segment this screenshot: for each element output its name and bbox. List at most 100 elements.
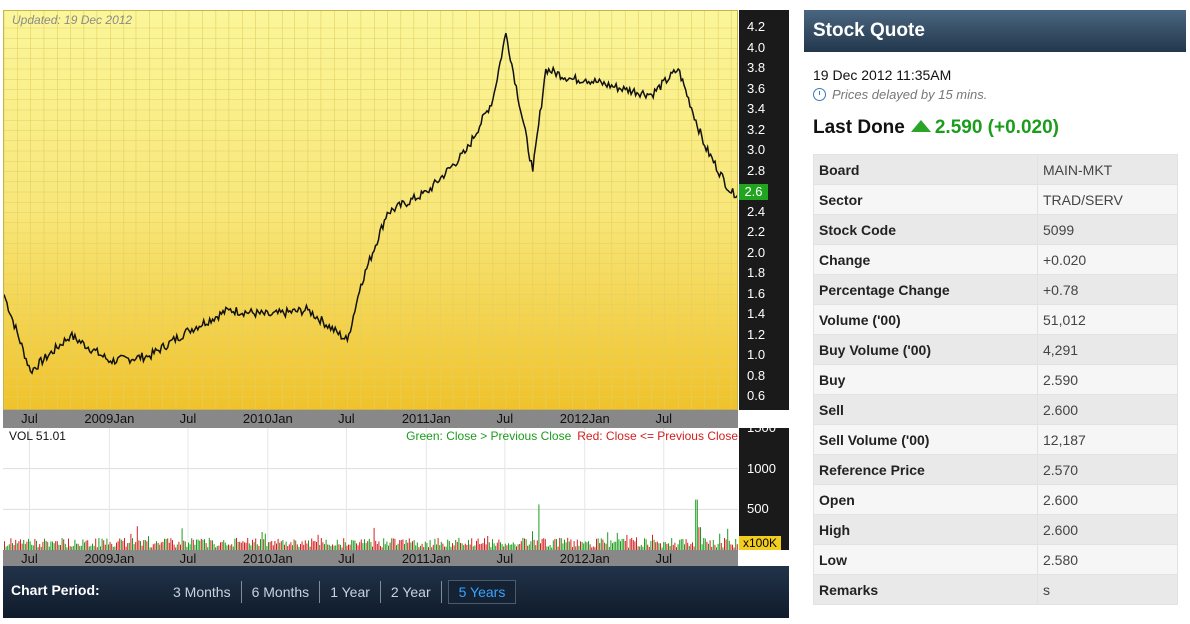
volume-bar (375, 540, 377, 550)
volume-bar (13, 545, 15, 550)
period-1-year-button[interactable]: 1 Year (320, 581, 381, 603)
volume-bar (648, 547, 650, 550)
volume-bar (714, 544, 716, 550)
date-label: 2012Jan (559, 411, 610, 426)
period-2-year-button[interactable]: 2 Year (381, 581, 442, 603)
price-tick-label: 3.4 (747, 101, 766, 116)
volume-bar (357, 545, 359, 550)
volume-bar (103, 540, 105, 550)
volume-bar (261, 532, 263, 550)
volume-bar (712, 540, 714, 550)
period-6-months-button[interactable]: 6 Months (242, 581, 321, 603)
volume-bar (452, 543, 453, 550)
price-series-line (4, 32, 737, 375)
volume-bar (554, 538, 556, 550)
volume-bar (642, 546, 644, 550)
date-label: 2011Jan (401, 551, 451, 566)
volume-bar (490, 547, 492, 550)
volume-bar (23, 539, 25, 550)
volume-bar (87, 540, 89, 550)
row-label: Stock Code (813, 214, 1038, 245)
volume-bar (205, 543, 207, 550)
price-tick-label: 4.2 (747, 19, 766, 34)
volume-bar (591, 547, 593, 550)
volume-bar (200, 538, 202, 550)
volume-bar (109, 542, 111, 550)
volume-bar (221, 541, 223, 550)
volume-bar (688, 546, 690, 550)
volume-bar (368, 538, 370, 550)
volume-bar (212, 540, 213, 550)
volume-bar (194, 544, 196, 550)
volume-bar (146, 541, 148, 550)
volume-bar (690, 544, 692, 550)
volume-bar (181, 528, 183, 550)
volume-bar (720, 543, 722, 550)
volume-bar (204, 539, 205, 550)
volume-bar (111, 543, 113, 550)
volume-bar (253, 542, 255, 550)
volume-bar (645, 539, 647, 550)
volume-bar (525, 539, 527, 550)
volume-bar (692, 542, 693, 550)
period-5-years-button[interactable]: 5 Years (447, 580, 517, 604)
volume-bar (492, 539, 493, 550)
volume-bar (144, 540, 146, 550)
period-3-months-button[interactable]: 3 Months (163, 581, 242, 603)
volume-bar (447, 539, 449, 550)
volume-bar (708, 543, 709, 550)
price-tick-label: 4.0 (747, 39, 766, 55)
volume-bar (532, 531, 533, 550)
row-label: Volume ('00) (813, 304, 1038, 335)
volume-bar (506, 545, 508, 550)
volume-bar (218, 545, 220, 550)
volume-bar (95, 538, 97, 550)
volume-axis: 1500 1000 500 x100K (739, 420, 789, 550)
row-label: Remarks (813, 574, 1038, 605)
volume-bar (432, 544, 434, 550)
volume-bar (360, 539, 362, 550)
volume-bar (652, 534, 653, 550)
volume-bar (325, 539, 327, 550)
volume-bar (730, 544, 732, 550)
volume-bar (415, 545, 417, 550)
volume-bar (100, 546, 101, 550)
volume-bar (695, 499, 697, 550)
volume-bar (658, 543, 660, 550)
volume-bar (418, 547, 420, 550)
volume-bar (568, 541, 570, 550)
volume-bar (143, 540, 145, 550)
volume-bar (551, 547, 553, 550)
chart-period-bar: Chart Period: 3 Months 6 Months 1 Year 2… (3, 566, 789, 618)
volume-bar (285, 541, 287, 550)
volume-bar (279, 542, 281, 550)
volume-bar (628, 547, 629, 550)
date-label: Jul (496, 551, 514, 566)
volume-bar (255, 538, 257, 550)
date-label: 2012Jan (559, 551, 610, 566)
volume-bar (301, 541, 303, 550)
volume-bar (535, 545, 537, 550)
volume-bar (608, 547, 610, 550)
volume-bar (229, 545, 231, 550)
volume-bar (407, 542, 409, 550)
volume-bar (320, 538, 322, 550)
volume-bar (216, 545, 218, 550)
volume-bar (656, 541, 658, 550)
volume-bar (260, 539, 261, 550)
volume-bar (376, 544, 378, 550)
table-row: Percentage Change +0.78 (813, 274, 1178, 305)
volume-bar (154, 543, 156, 550)
volume-bar (373, 527, 375, 550)
volume-bar (559, 537, 561, 550)
volume-bar (724, 538, 725, 550)
volume-bar (389, 542, 391, 550)
volume-bar (564, 539, 565, 550)
up-arrow-icon (910, 120, 931, 132)
date-label: 2010Jan (242, 551, 293, 566)
table-row: Buy Volume ('00) 4,291 (813, 334, 1178, 365)
volume-bar (445, 546, 447, 550)
volume-bar (242, 541, 244, 550)
row-value: 5099 (1037, 214, 1178, 245)
volume-bar (672, 544, 674, 550)
